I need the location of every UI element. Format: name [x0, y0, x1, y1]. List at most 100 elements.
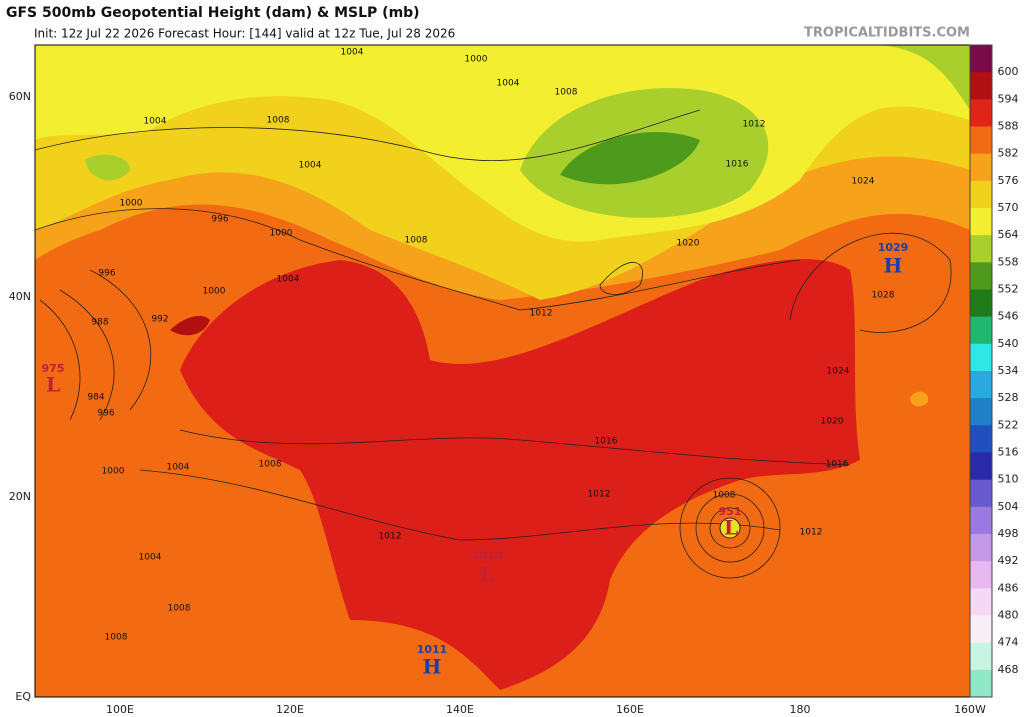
field-594 [180, 259, 860, 690]
colorbar-label: 564 [998, 228, 1019, 241]
isobar-label: 1016 [826, 460, 849, 470]
map [34, 44, 971, 698]
colorbar-label: 558 [998, 255, 1019, 268]
isobar-label: 1012 [588, 490, 611, 500]
axes: 60N 40N 20N EQ 100E 120E 140E 160E 180 160W [9, 90, 986, 716]
colorbar-label: 468 [998, 663, 1019, 676]
title: GFS 500mb Geopotential Height (dam) & MS… [6, 5, 420, 21]
subtitle: Init: 12z Jul 22 2026 Forecast Hour: [14… [34, 27, 455, 41]
isobar-label: 1000 [465, 55, 488, 65]
colorbar-swatch [970, 289, 992, 318]
colorbar-label: 540 [998, 337, 1019, 350]
isobar-label: 992 [151, 315, 168, 325]
colorbar-swatch [970, 588, 992, 616]
longitude-label: 100E [106, 703, 134, 716]
isobar-label: 1004 [497, 79, 520, 89]
isobar-label: 1004 [341, 48, 364, 58]
field-582-spot [910, 391, 929, 407]
colorbar-swatch [970, 398, 992, 426]
colorbar-swatch [970, 452, 992, 481]
isobar-label: 1000 [270, 229, 293, 239]
colorbar-label: 546 [998, 310, 1019, 323]
colorbar-swatch [970, 316, 992, 345]
isobar-label: 1004 [167, 463, 190, 473]
colorbar-swatch [970, 479, 992, 508]
pressure-centers: 1029 H 1010 L 1011 H 975 L 951 L [42, 241, 909, 679]
isobar-label: 1008 [713, 491, 736, 501]
longitude-label: 160W [954, 703, 986, 716]
isobar-label: 984 [87, 393, 104, 403]
field-600 [170, 315, 210, 336]
isobar-label: 1008 [267, 116, 290, 126]
colorbar-label: 588 [998, 120, 1019, 133]
colorbar-label: 600 [998, 65, 1019, 78]
isobar-label: 1004 [139, 553, 162, 563]
colorbar-label: 486 [998, 581, 1019, 594]
colorbar-label: 522 [998, 418, 1019, 431]
isobar-label: 996 [211, 215, 228, 225]
isobar-labels: 1004 1000 1004 1008 1004 1008 1012 1004 … [87, 48, 894, 643]
isobar-label: 1016 [595, 437, 618, 447]
colorbar-swatch [970, 235, 992, 263]
colorbar-label: 498 [998, 527, 1019, 540]
field-564 [85, 45, 970, 218]
colorbar-swatch [970, 72, 992, 100]
longitude-label: 120E [276, 703, 304, 716]
credit: TROPICALTIDBITS.COM [804, 26, 970, 41]
colorbar-swatch [970, 343, 992, 372]
colorbar-swatch [970, 615, 992, 644]
latitude-label: 20N [9, 490, 31, 503]
colorbar-swatch [970, 99, 992, 127]
center-letter: L [724, 516, 738, 540]
isobar-label: 1020 [821, 417, 844, 427]
isobar-label: 1008 [168, 604, 191, 614]
colorbar-swatch [970, 180, 992, 209]
isobar-label: 996 [97, 409, 114, 419]
colorbar-swatch [970, 642, 992, 671]
colorbar-label: 492 [998, 554, 1019, 567]
isobar-label: 996 [98, 269, 115, 279]
isobar-label: 1016 [726, 160, 749, 170]
colorbar-label: 552 [998, 283, 1019, 296]
colorbar-swatch [970, 371, 992, 399]
colorbar-label: 576 [998, 174, 1019, 187]
longitude-label: 180 [790, 703, 811, 716]
isobar-label: 1000 [120, 199, 143, 209]
colorbar-label: 516 [998, 446, 1019, 459]
field-558 [560, 132, 700, 185]
center-value: 1011 [417, 643, 448, 656]
colorbar-frame [969, 44, 993, 698]
latitude-label: 40N [9, 290, 31, 303]
colorbar-swatch [970, 506, 992, 535]
isobar-label: 1004 [277, 275, 300, 285]
center-letter: H [884, 254, 903, 278]
longitude-label: 140E [446, 703, 474, 716]
isobar-label: 1012 [800, 528, 823, 538]
colorbar-label: 504 [998, 500, 1019, 513]
center-value: 975 [42, 362, 65, 375]
colorbar-swatch [970, 669, 992, 698]
center-letter: L [480, 563, 494, 587]
colorbar-label: 594 [998, 92, 1019, 105]
isobar-label: 1020 [677, 239, 700, 249]
latitude-label: EQ [15, 690, 31, 703]
longitude-label: 160E [616, 703, 644, 716]
colorbar-swatch [970, 45, 992, 73]
colorbar-label: 474 [998, 636, 1019, 649]
isobar-label: 988 [91, 318, 108, 328]
isobar-label: 1004 [144, 117, 167, 127]
colorbar-swatch [970, 126, 992, 155]
colorbar: 600 594 588 582 576 570 564 558 552 546 540 534 528 5… [969, 44, 1019, 698]
colorbar-label: 528 [998, 391, 1019, 404]
isobar-label: 1000 [203, 287, 226, 297]
isobar-label: 1008 [105, 633, 128, 643]
center-value: 1010 [472, 549, 503, 562]
isobar-label: 1000 [102, 467, 125, 477]
colorbar-swatch [970, 153, 992, 182]
colorbar-swatch [970, 262, 992, 290]
isobar-label: 1008 [555, 88, 578, 98]
colorbar-swatch [970, 425, 992, 453]
center-value: 951 [719, 505, 742, 518]
center-letter: H [423, 655, 442, 679]
